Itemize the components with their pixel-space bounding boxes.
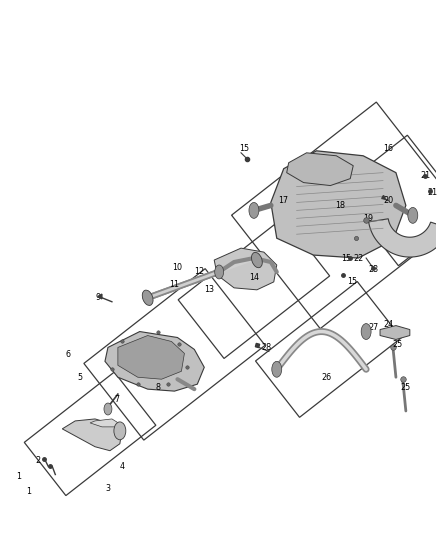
Text: 19: 19 (363, 214, 373, 223)
Text: 6: 6 (66, 350, 71, 359)
Text: 1: 1 (26, 487, 31, 496)
Text: 20: 20 (383, 196, 393, 205)
Text: 15: 15 (347, 277, 357, 286)
Text: 10: 10 (173, 263, 183, 272)
Text: 25: 25 (393, 340, 403, 349)
Ellipse shape (114, 422, 126, 440)
Text: 3: 3 (106, 484, 110, 493)
Polygon shape (380, 326, 410, 340)
Ellipse shape (142, 290, 153, 305)
Text: 21: 21 (427, 188, 438, 197)
Ellipse shape (361, 324, 371, 340)
Polygon shape (369, 219, 438, 257)
Ellipse shape (215, 265, 224, 279)
Ellipse shape (408, 207, 418, 223)
Text: 12: 12 (194, 268, 205, 277)
Text: 24: 24 (383, 320, 393, 329)
Polygon shape (62, 419, 122, 451)
Text: 8: 8 (155, 383, 160, 392)
Ellipse shape (272, 361, 282, 377)
Text: 4: 4 (119, 462, 124, 471)
Ellipse shape (251, 253, 262, 268)
Text: 17: 17 (279, 196, 289, 205)
Text: 16: 16 (383, 144, 393, 154)
Polygon shape (90, 419, 120, 427)
Text: 23: 23 (368, 265, 378, 274)
Text: 25: 25 (401, 383, 411, 392)
Ellipse shape (249, 203, 259, 219)
Text: 21: 21 (420, 171, 431, 180)
Text: 26: 26 (321, 373, 332, 382)
Text: 15: 15 (341, 254, 351, 263)
Text: 1: 1 (16, 472, 21, 481)
Text: 2: 2 (36, 456, 41, 465)
Polygon shape (105, 332, 204, 391)
Text: 28: 28 (262, 343, 272, 352)
Text: 22: 22 (353, 254, 363, 263)
Text: 14: 14 (249, 273, 259, 282)
Polygon shape (118, 335, 184, 379)
Polygon shape (287, 153, 353, 185)
Text: 27: 27 (368, 323, 378, 332)
Text: 7: 7 (114, 394, 120, 403)
Ellipse shape (104, 403, 112, 415)
Polygon shape (271, 151, 406, 258)
Text: 13: 13 (204, 285, 214, 294)
Text: 9: 9 (95, 293, 101, 302)
Polygon shape (214, 248, 277, 290)
Text: 18: 18 (336, 201, 345, 210)
Text: 11: 11 (170, 280, 180, 289)
Text: 5: 5 (78, 373, 83, 382)
Text: 15: 15 (239, 144, 249, 154)
